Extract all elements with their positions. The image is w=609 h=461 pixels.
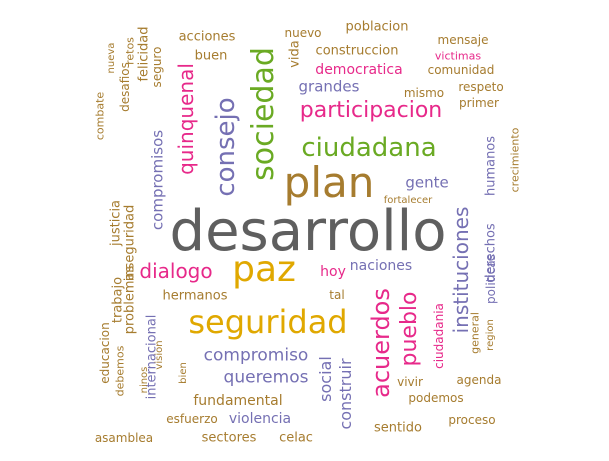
word-ciudadana: ciudadana — [301, 133, 437, 163]
word-seguro: seguro — [150, 46, 164, 88]
word-paz: paz — [232, 249, 296, 290]
word-social: social — [316, 356, 335, 402]
word-democratica: democratica — [315, 62, 403, 78]
word-politicas: politicas — [484, 254, 498, 304]
word-pueblo: pueblo — [397, 291, 422, 367]
word-ciudadania: ciudadania — [432, 303, 446, 369]
word-hermanos: hermanos — [162, 288, 228, 304]
word-felicidad: felicidad — [136, 26, 152, 82]
word-desafios: desafios — [118, 62, 132, 112]
word-grandes: grandes — [298, 77, 360, 96]
word-hoy: hoy — [320, 264, 346, 280]
word-mismo: mismo — [403, 86, 445, 100]
word-consejo: consejo — [211, 97, 241, 197]
word-plan: plan — [283, 158, 375, 207]
word-quinquenal: quinquenal — [174, 63, 198, 175]
word-fundamental: fundamental — [193, 393, 283, 409]
word-esfuerzo: esfuerzo — [166, 412, 218, 426]
word-participacion: participacion — [299, 98, 443, 123]
word-buen: buen — [194, 48, 228, 64]
word-comunidad: comunidad — [427, 63, 495, 77]
word-vivir: vivir — [397, 375, 423, 389]
word-inseguridad: inseguridad — [122, 204, 138, 282]
word-bien: bien — [178, 362, 189, 384]
word-nuevo: nuevo — [284, 26, 322, 40]
word-celac: celac — [279, 430, 313, 446]
word-educacion: educacion — [98, 322, 112, 384]
word-respeto: respeto — [458, 80, 504, 94]
word-vision: vision — [154, 340, 165, 370]
word-desarrollo: desarrollo — [169, 199, 447, 264]
word-construccion: construccion — [315, 43, 399, 59]
word-proceso: proceso — [448, 413, 496, 427]
word-compromiso: compromiso — [203, 345, 309, 366]
word-podemos: podemos — [408, 391, 464, 405]
word-agenda: agenda — [456, 373, 502, 387]
word-victimas: victimas — [434, 49, 482, 63]
word-retos: retos — [123, 37, 137, 65]
word-acuerdos: acuerdos — [367, 288, 395, 398]
word-combate: combate — [93, 91, 107, 141]
word-construir: construir — [336, 358, 355, 430]
word-humanos: humanos — [483, 135, 499, 197]
word-sociedad: sociedad — [246, 47, 281, 181]
word-fortalecer: fortalecer — [383, 195, 433, 206]
word-mensaje: mensaje — [437, 33, 489, 47]
word-debemos: debemos — [113, 345, 127, 397]
word-compromisos: compromisos — [148, 129, 167, 231]
word-general: general — [468, 312, 482, 354]
word-nueva: nueva — [106, 42, 117, 74]
word-sentido: sentido — [374, 420, 422, 436]
word-region: region — [485, 319, 496, 351]
word-naciones: naciones — [349, 258, 413, 274]
word-poblacion: poblacion — [345, 19, 409, 35]
word-asamblea: asamblea — [94, 431, 154, 445]
word-seguridad: seguridad — [188, 303, 348, 341]
word-queremos: queremos — [223, 367, 309, 388]
word-acciones: acciones — [178, 29, 236, 45]
word-ninos: ninos — [139, 366, 150, 394]
word-sectores: sectores — [201, 430, 257, 446]
word-tal: tal — [329, 288, 345, 302]
word-primer: primer — [459, 96, 499, 110]
word-violencia: violencia — [228, 411, 292, 427]
word-justicia: justicia — [108, 199, 124, 247]
word-gente: gente — [405, 173, 449, 192]
word-crecimiento: crecimiento — [508, 127, 522, 193]
word-dialogo: dialogo — [139, 259, 213, 283]
word-vida: vida — [287, 40, 303, 68]
